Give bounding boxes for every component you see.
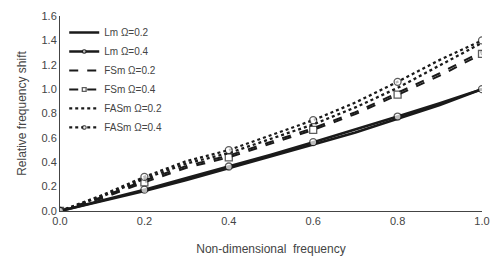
svg-text:1.2: 1.2 [42, 59, 57, 71]
svg-text:FSm Ω=0.4: FSm Ω=0.4 [104, 84, 156, 95]
svg-text:Non-dimensional frequency: Non-dimensional frequency [196, 242, 345, 256]
svg-text:0.6: 0.6 [306, 215, 321, 227]
svg-text:Lm Ω=0.4: Lm Ω=0.4 [104, 46, 148, 57]
svg-text:FASm Ω=0.4: FASm Ω=0.4 [104, 122, 162, 133]
svg-text:0.2: 0.2 [137, 215, 152, 227]
svg-text:Relative frequency shift: Relative frequency shift [15, 50, 29, 175]
svg-text:0.6: 0.6 [42, 132, 57, 144]
svg-text:0.0: 0.0 [52, 215, 67, 227]
svg-text:0.8: 0.8 [42, 107, 57, 119]
svg-text:0.0: 0.0 [42, 205, 57, 217]
svg-text:FSm Ω=0.2: FSm Ω=0.2 [104, 65, 156, 76]
svg-text:1.0: 1.0 [42, 83, 57, 95]
svg-text:0.4: 0.4 [42, 156, 57, 168]
svg-text:Lm Ω=0.2: Lm Ω=0.2 [104, 27, 148, 38]
svg-text:0.8: 0.8 [390, 215, 405, 227]
svg-text:1.4: 1.4 [42, 34, 57, 46]
svg-text:FASm Ω=0.2: FASm Ω=0.2 [104, 103, 162, 114]
svg-text:1.0: 1.0 [474, 215, 489, 227]
svg-text:1.6: 1.6 [42, 10, 57, 22]
svg-text:0.2: 0.2 [42, 180, 57, 192]
svg-text:0.4: 0.4 [221, 215, 236, 227]
